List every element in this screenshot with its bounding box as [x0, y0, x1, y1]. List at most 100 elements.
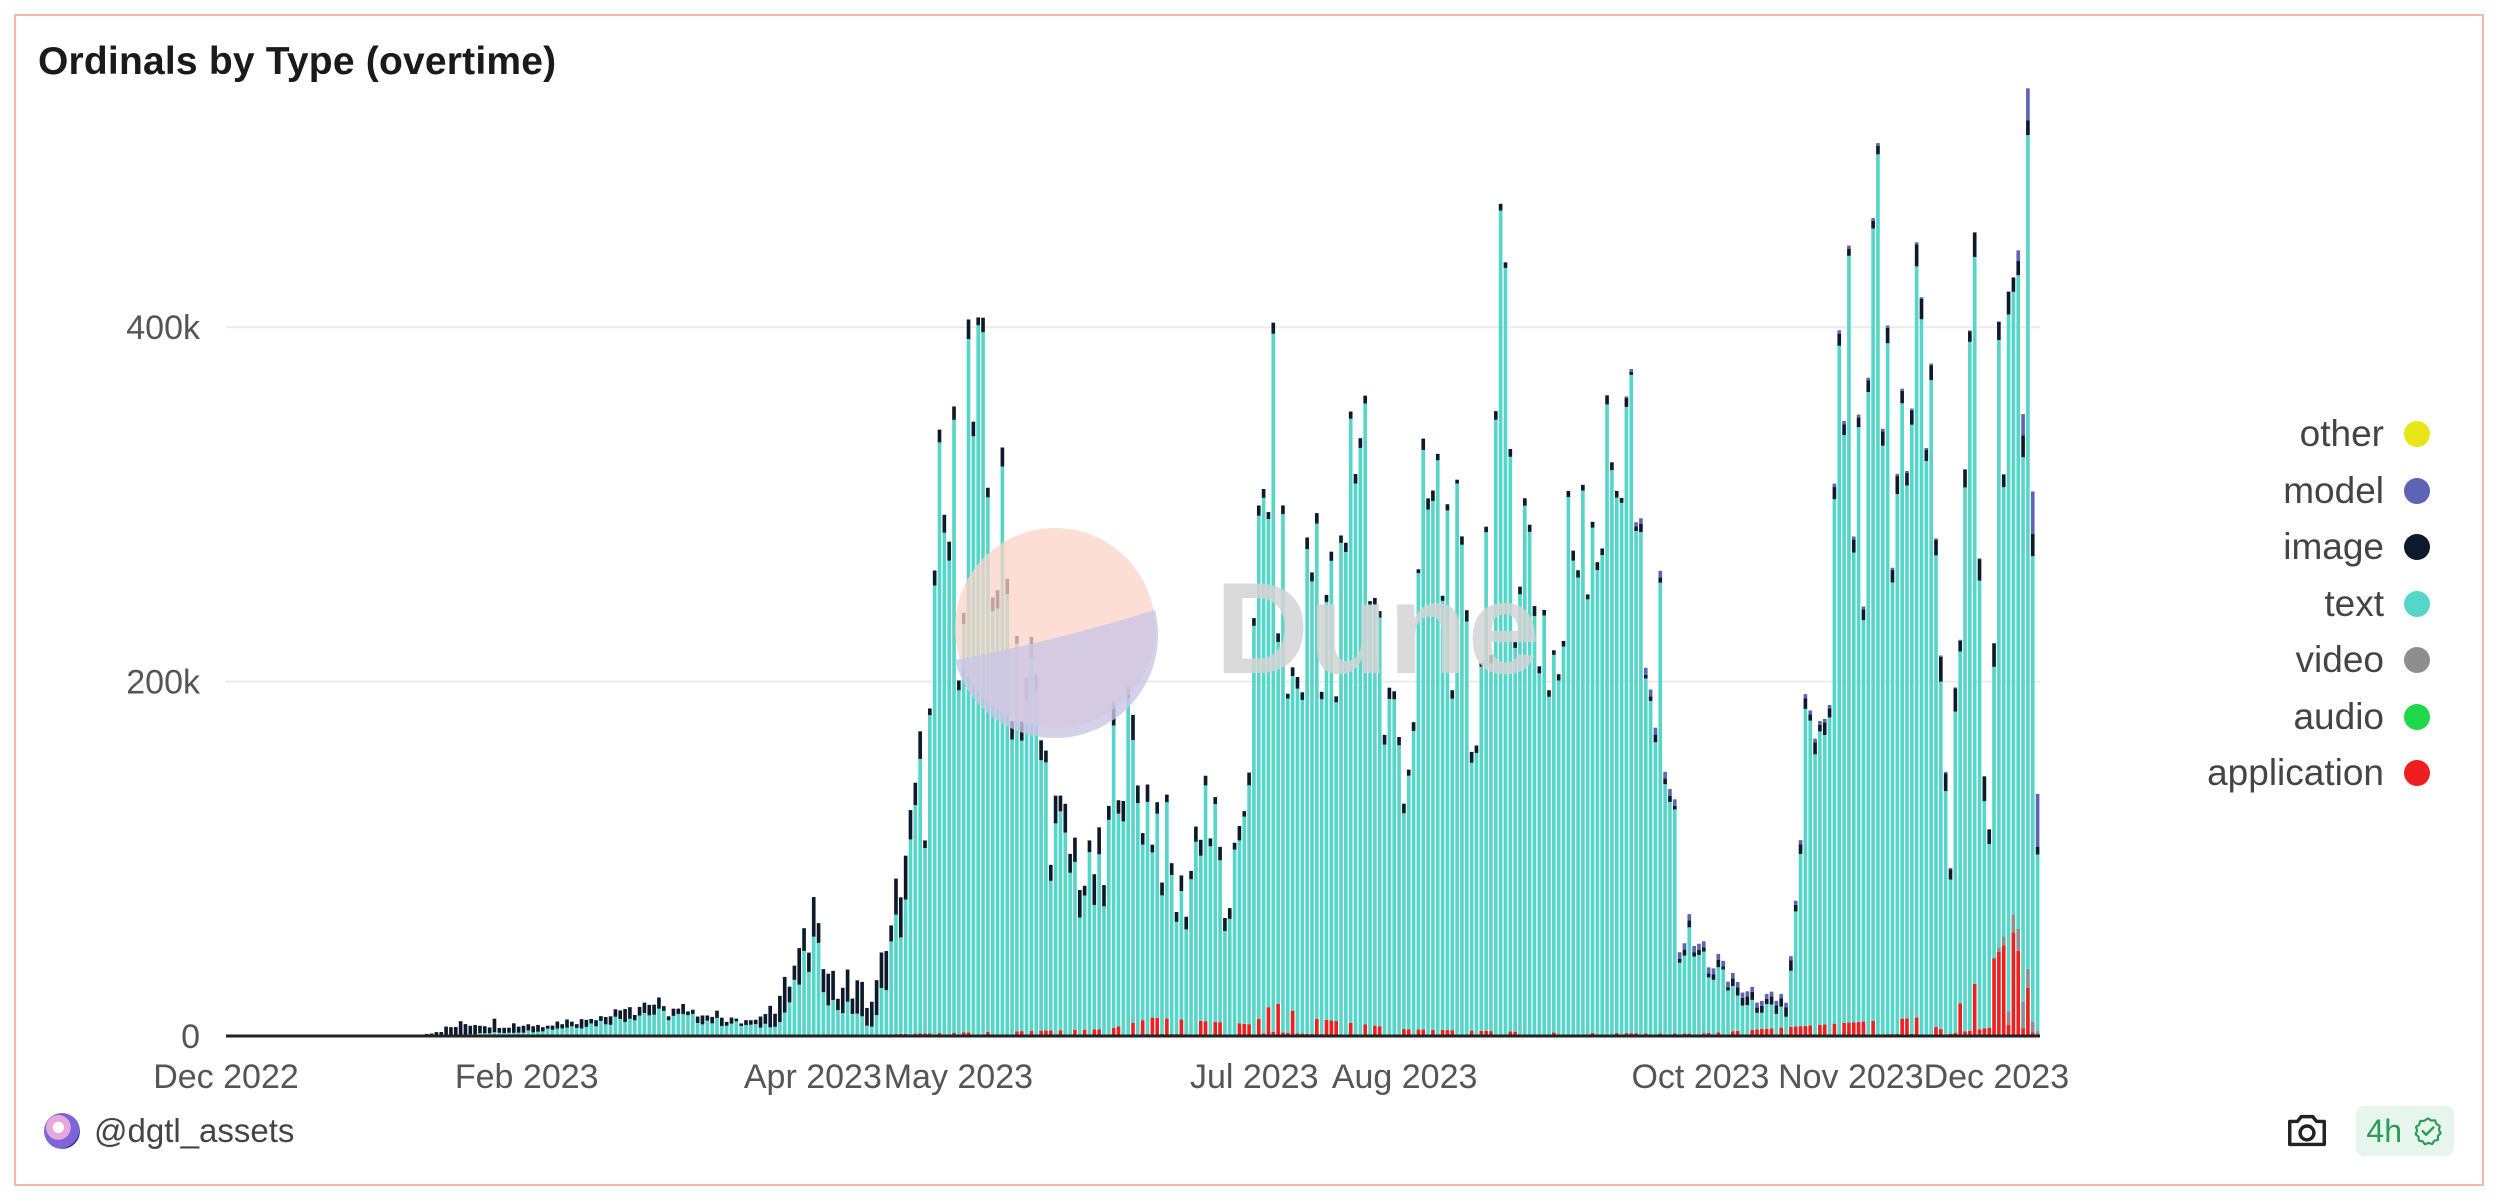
bar-image: [1213, 797, 1218, 805]
legend-item-image[interactable]: image: [2207, 519, 2430, 576]
bar-image: [666, 1016, 671, 1021]
bar-text: [1435, 460, 1440, 1036]
bar-image: [1914, 244, 1919, 267]
bar-text: [778, 1022, 782, 1036]
bar-image: [1827, 708, 1832, 718]
bar-text: [1377, 617, 1382, 1027]
bar-image: [807, 952, 811, 972]
bar-image: [1527, 524, 1532, 532]
legend-label: video: [2295, 639, 2384, 681]
bar-image: [482, 1026, 487, 1034]
bar-image: [1581, 484, 1585, 491]
bar-image: [1997, 321, 2001, 340]
bar-text: [1266, 518, 1271, 1008]
bar-model: [2001, 474, 2006, 475]
bar-text: [1518, 594, 1522, 1036]
bar-model: [1813, 738, 1817, 743]
bar-text: [797, 984, 802, 1036]
bar-text: [1842, 435, 1846, 1023]
bar-image: [884, 951, 889, 991]
legend-item-application[interactable]: application: [2207, 745, 2430, 802]
bar-image: [1198, 839, 1203, 856]
legend-item-model[interactable]: model: [2207, 463, 2430, 520]
bar-model: [1789, 956, 1793, 961]
bar-image: [739, 1023, 743, 1026]
bar-text: [749, 1024, 753, 1036]
bar-application: [1203, 1021, 1208, 1036]
bar-text: [1624, 406, 1629, 1034]
bar-image: [1184, 916, 1189, 930]
bar-application: [1769, 1028, 1774, 1036]
legend-dot: [2404, 421, 2430, 448]
bar-image: [1387, 687, 1392, 699]
freshness-badge[interactable]: 4h: [2356, 1106, 2454, 1156]
watermark-text: Dune: [1215, 555, 1540, 701]
bar-image: [1271, 322, 1276, 334]
bar-image: [1619, 497, 1624, 503]
legend-item-video[interactable]: video: [2207, 632, 2430, 689]
bar-text: [1900, 403, 1904, 1019]
legend-item-audio[interactable]: audio: [2207, 689, 2430, 746]
bar-image: [734, 1018, 739, 1022]
bar-image: [594, 1020, 598, 1027]
bar-image: [681, 1003, 685, 1015]
bar-image: [1919, 298, 1924, 320]
bar-text: [1455, 483, 1459, 1036]
bar-image: [1077, 890, 1082, 918]
bar-image: [1948, 869, 1953, 880]
bar-text: [2006, 314, 2011, 1012]
bar-image: [1561, 640, 1566, 647]
bar-application: [1851, 1022, 1856, 1036]
bar-image: [850, 998, 855, 1014]
bar-model: [1943, 771, 1948, 774]
bar-text: [1087, 852, 1092, 1036]
bar-model: [1755, 1002, 1759, 1008]
bar-model: [1740, 992, 1745, 998]
bar-model: [1953, 687, 1958, 689]
bar-image: [1150, 844, 1155, 853]
bar-text: [1252, 625, 1256, 1035]
bar-text: [1513, 647, 1517, 1032]
bar-image: [937, 429, 942, 443]
bar-application: [1281, 1032, 1285, 1036]
bar-application: [1315, 1018, 1319, 1036]
bar-text: [865, 1025, 869, 1035]
bar-image: [1643, 674, 1648, 679]
bar-image: [1082, 885, 1087, 896]
y-tick-label: 0: [181, 1018, 200, 1056]
bar-application: [1450, 1030, 1455, 1036]
camera-icon[interactable]: [2284, 1108, 2330, 1154]
author-avatar[interactable]: [44, 1113, 80, 1149]
bar-text: [1851, 552, 1856, 1023]
bar-image: [894, 878, 898, 915]
bar-text: [952, 419, 956, 1033]
bar-application: [1861, 1021, 1866, 1036]
bar-text: [1387, 698, 1392, 1036]
bar-application: [1953, 1032, 1958, 1036]
bar-text: [2026, 135, 2030, 969]
bar-model: [1837, 330, 1842, 334]
bar-text: [1639, 531, 1643, 1036]
bar-text: [1672, 809, 1677, 1034]
x-tick-label: May 2023: [884, 1058, 1033, 1096]
legend-item-text[interactable]: text: [2207, 576, 2430, 633]
bar-model: [1687, 914, 1692, 921]
bar-image: [1136, 785, 1140, 804]
bar-application: [1513, 1031, 1517, 1036]
bar-image: [1440, 595, 1445, 601]
bar-application: [1097, 1029, 1101, 1036]
author-info[interactable]: @dgtl_assets: [44, 1112, 294, 1150]
bar-text: [1677, 962, 1682, 1036]
legend-item-other[interactable]: other: [2207, 406, 2430, 463]
bar-image: [1281, 505, 1285, 515]
author-handle[interactable]: @dgtl_assets: [94, 1112, 295, 1149]
bar-image: [637, 1006, 642, 1016]
bar-text: [690, 1013, 695, 1036]
bar-text: [618, 1018, 623, 1036]
bar-image: [1073, 837, 1077, 862]
bar-image: [720, 1017, 724, 1026]
bar-image: [1000, 447, 1005, 467]
bar-text: [739, 1025, 743, 1036]
bar-application: [1213, 1021, 1218, 1036]
bar-image: [811, 897, 816, 937]
